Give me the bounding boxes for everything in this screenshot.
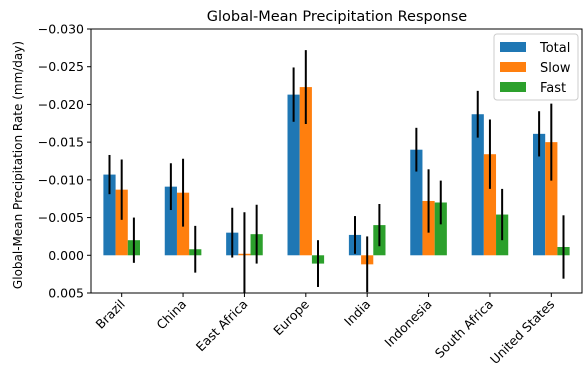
y-axis-title: Global-Mean Precipitation Rate (mm/day) (11, 41, 25, 289)
y-tick-label: −0.005 (38, 210, 84, 225)
bar-slow-south-africa (483, 154, 497, 256)
bar-total-united-states (533, 133, 546, 256)
bar-total-europe (287, 94, 300, 256)
y-tick-label: 0.005 (48, 286, 84, 301)
y-tick-label: −0.025 (38, 59, 84, 74)
x-tick-label: Brazil (93, 297, 128, 332)
bar-total-south-africa (471, 114, 484, 256)
bar-slow-europe (299, 87, 312, 256)
legend-swatch-total (500, 42, 526, 52)
legend-swatch-slow (500, 62, 526, 72)
bar-total-indonesia (410, 149, 423, 256)
bar-total-brazil (103, 174, 116, 256)
bar-fast-indonesia (434, 202, 447, 256)
legend-label-slow: Slow (540, 61, 571, 76)
y-tick-label: −0.020 (38, 97, 84, 112)
y-tick-label: −0.015 (38, 135, 84, 150)
bar-slow-brazil (115, 189, 128, 256)
x-tick-label: United States (487, 297, 557, 367)
bar-slow-united-states (545, 142, 558, 256)
y-tick-label: −0.010 (38, 172, 84, 187)
x-tick-label: East Africa (193, 297, 251, 355)
x-tick-label: Indonesia (381, 297, 434, 350)
legend-swatch-fast (500, 82, 526, 92)
x-tick-label: Europe (270, 296, 312, 338)
legend-label-fast: Fast (540, 81, 566, 96)
plot-area: −0.030 −0.025 −0.020 −0.015 −0.010 −0.005 0.00… (38, 22, 583, 367)
chart-title: Global-Mean Precipitation Response (207, 9, 468, 25)
x-tick-label: China (153, 297, 189, 333)
legend-label-total: Total (539, 41, 570, 56)
plot-frame (90, 28, 583, 294)
x-tick-label: India (341, 297, 373, 329)
x-tick-label: South Africa (432, 297, 496, 361)
bar-total-china (164, 186, 177, 256)
y-tick-label: 0.000 (48, 248, 84, 263)
y-tick-label: −0.030 (38, 22, 84, 37)
